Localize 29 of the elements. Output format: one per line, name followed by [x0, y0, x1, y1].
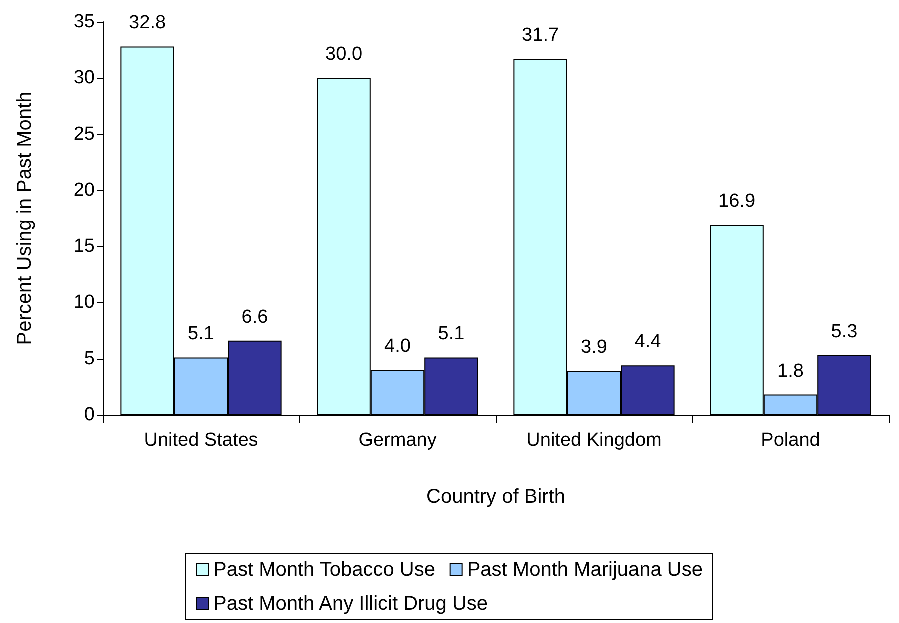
legend-label: Past Month Marijuana Use	[467, 559, 704, 581]
x-tick-label: Germany	[358, 430, 438, 451]
x-axis-title: Country of Birth	[426, 486, 566, 508]
y-tick-label: 0	[84, 404, 95, 426]
y-tick-label: 35	[74, 12, 95, 32]
x-tick-label: Poland	[761, 430, 820, 451]
data-label: 5.1	[188, 324, 214, 345]
data-label: 32.8	[129, 12, 166, 34]
data-label: 1.8	[778, 360, 804, 382]
data-label: 4.4	[634, 332, 662, 353]
data-label: 5.1	[438, 324, 465, 345]
legend-label: Past Month Tobacco Use	[214, 559, 436, 581]
y-tick-label: 15	[74, 236, 95, 258]
data-label: 30.0	[326, 44, 363, 66]
y-tick-label: 25	[74, 124, 95, 145]
y-tick-label: 5	[84, 348, 95, 370]
y-tick-label: 20	[74, 180, 95, 201]
x-tick-label: United States	[144, 430, 258, 451]
data-label: 3.9	[581, 337, 608, 358]
legend-label: Past Month Any Illicit Drug Use	[214, 593, 488, 615]
data-label: 5.3	[831, 321, 858, 342]
x-tick-label: United Kingdom	[526, 430, 662, 451]
data-label: 16.9	[718, 191, 756, 212]
data-label: 4.0	[384, 336, 411, 358]
y-tick-label: 30	[74, 68, 95, 89]
y-axis-title: Percent Using in Past Month	[14, 92, 36, 346]
data-label: 31.7	[522, 25, 560, 46]
y-tick-label: 10	[74, 292, 95, 314]
data-label: 6.6	[242, 306, 268, 328]
